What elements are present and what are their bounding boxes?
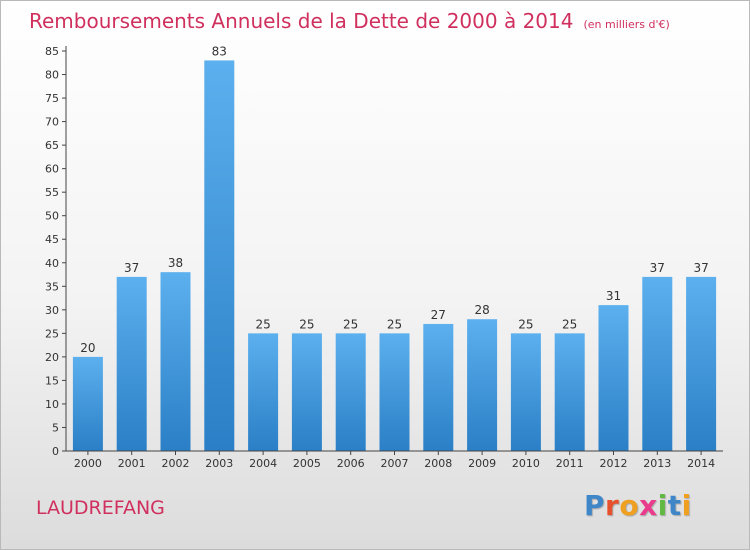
bar-value-label: 25 xyxy=(387,317,402,331)
y-tick-label: 85 xyxy=(45,45,59,58)
x-tick-label: 2011 xyxy=(556,457,584,470)
y-tick-label: 15 xyxy=(45,374,59,387)
bar xyxy=(160,272,191,451)
bar xyxy=(379,333,410,451)
bar-value-label: 37 xyxy=(693,261,708,275)
bar-value-label: 37 xyxy=(650,261,665,275)
bar-value-label: 37 xyxy=(124,261,139,275)
bar xyxy=(642,276,673,451)
bar-value-label: 31 xyxy=(606,289,621,303)
bar-value-label: 25 xyxy=(255,317,270,331)
chart-title-text: Remboursements Annuels de la Dette de 20… xyxy=(29,9,574,33)
x-tick-label: 2009 xyxy=(468,457,496,470)
x-tick-label: 2006 xyxy=(337,457,365,470)
y-tick-label: 70 xyxy=(45,116,59,129)
y-tick-label: 35 xyxy=(45,280,59,293)
logo-letter: i xyxy=(681,489,692,522)
bar xyxy=(554,333,585,451)
bar xyxy=(423,323,454,451)
logo-letter: i xyxy=(657,489,668,522)
y-tick-label: 50 xyxy=(45,210,59,223)
x-tick-label: 2012 xyxy=(600,457,628,470)
y-tick-label: 45 xyxy=(45,233,59,246)
x-tick-label: 2000 xyxy=(74,457,102,470)
bar xyxy=(248,333,279,451)
y-tick-label: 60 xyxy=(45,163,59,176)
x-tick-label: 2001 xyxy=(118,457,146,470)
bar-value-label: 25 xyxy=(343,317,358,331)
commune-name: LAUDREFANG xyxy=(36,497,165,519)
x-tick-label: 2007 xyxy=(381,457,409,470)
y-tick-label: 5 xyxy=(52,421,59,434)
y-tick-label: 10 xyxy=(45,398,59,411)
y-tick-label: 55 xyxy=(45,186,59,199)
y-tick-label: 40 xyxy=(45,257,59,270)
bar xyxy=(291,333,322,451)
chart-unit: (en milliers d'€) xyxy=(583,18,670,31)
logo-letter: o xyxy=(619,489,640,522)
y-tick-label: 65 xyxy=(45,139,59,152)
x-tick-label: 2014 xyxy=(687,457,715,470)
x-tick-label: 2003 xyxy=(205,457,233,470)
bar-value-label: 25 xyxy=(518,317,533,331)
bar xyxy=(686,276,717,451)
bar-value-label: 28 xyxy=(474,303,489,317)
y-tick-label: 25 xyxy=(45,327,59,340)
bar-value-label: 27 xyxy=(431,308,446,322)
logo-letter: t xyxy=(667,489,682,522)
bar-value-label: 25 xyxy=(562,317,577,331)
logo-letter: x xyxy=(639,489,658,522)
proxiti-logo: Proxiti xyxy=(584,489,692,522)
chart-title: Remboursements Annuels de la Dette de 20… xyxy=(29,9,670,33)
bar xyxy=(598,305,629,451)
logo-letter: P xyxy=(584,489,606,522)
x-tick-label: 2008 xyxy=(424,457,452,470)
bar xyxy=(116,276,147,451)
bar-value-label: 25 xyxy=(299,317,314,331)
x-tick-label: 2010 xyxy=(512,457,540,470)
bar xyxy=(72,356,103,451)
x-tick-label: 2005 xyxy=(293,457,321,470)
bar-value-label: 38 xyxy=(168,256,183,270)
bar-value-label: 20 xyxy=(80,341,95,355)
logo-letter: r xyxy=(605,489,620,522)
y-tick-label: 20 xyxy=(45,351,59,364)
y-tick-label: 80 xyxy=(45,69,59,82)
x-tick-label: 2002 xyxy=(162,457,190,470)
bar xyxy=(510,333,541,451)
bar xyxy=(204,60,235,451)
y-tick-label: 30 xyxy=(45,304,59,317)
bar-value-label: 83 xyxy=(212,44,227,58)
bar xyxy=(467,319,498,451)
y-tick-label: 0 xyxy=(52,445,59,458)
x-tick-label: 2013 xyxy=(643,457,671,470)
y-tick-label: 75 xyxy=(45,92,59,105)
bar xyxy=(335,333,366,451)
x-tick-label: 2004 xyxy=(249,457,277,470)
